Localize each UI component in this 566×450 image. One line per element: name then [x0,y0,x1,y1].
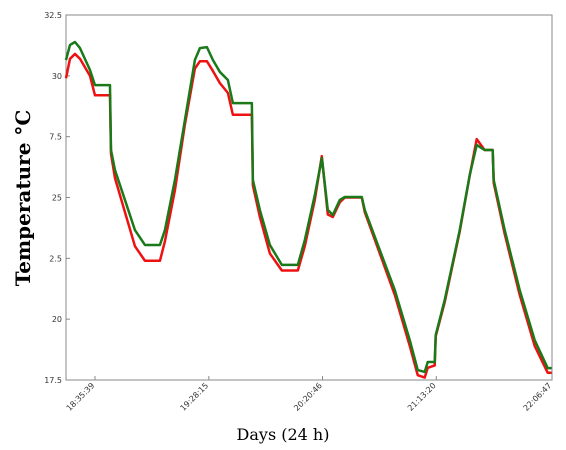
y-tick-label: 20 [52,315,62,324]
plot-frame [65,14,553,381]
x-tick-label: 20:20:46 [292,381,324,413]
y-tick-label: 30 [52,72,62,81]
y-tick-label: 2.5 [49,254,62,263]
y-tick-label: 17.5 [44,376,62,385]
x-tick-label: 18:35:39 [65,381,97,413]
y-tick-label: 32.5 [44,11,62,20]
y-axis-label: Temperature °C [11,110,35,287]
x-tick-label: 21:13:20 [406,381,438,413]
data-line [64,52,552,379]
x-axis-label: Days (24 h) [237,425,330,444]
x-tick-label: 22:06:47 [522,381,554,413]
y-tick-label: 7.5 [49,133,62,142]
data-line [64,40,552,374]
x-tick-label: 19:28:15 [178,381,210,413]
y-tick-label: 25 [52,194,62,203]
